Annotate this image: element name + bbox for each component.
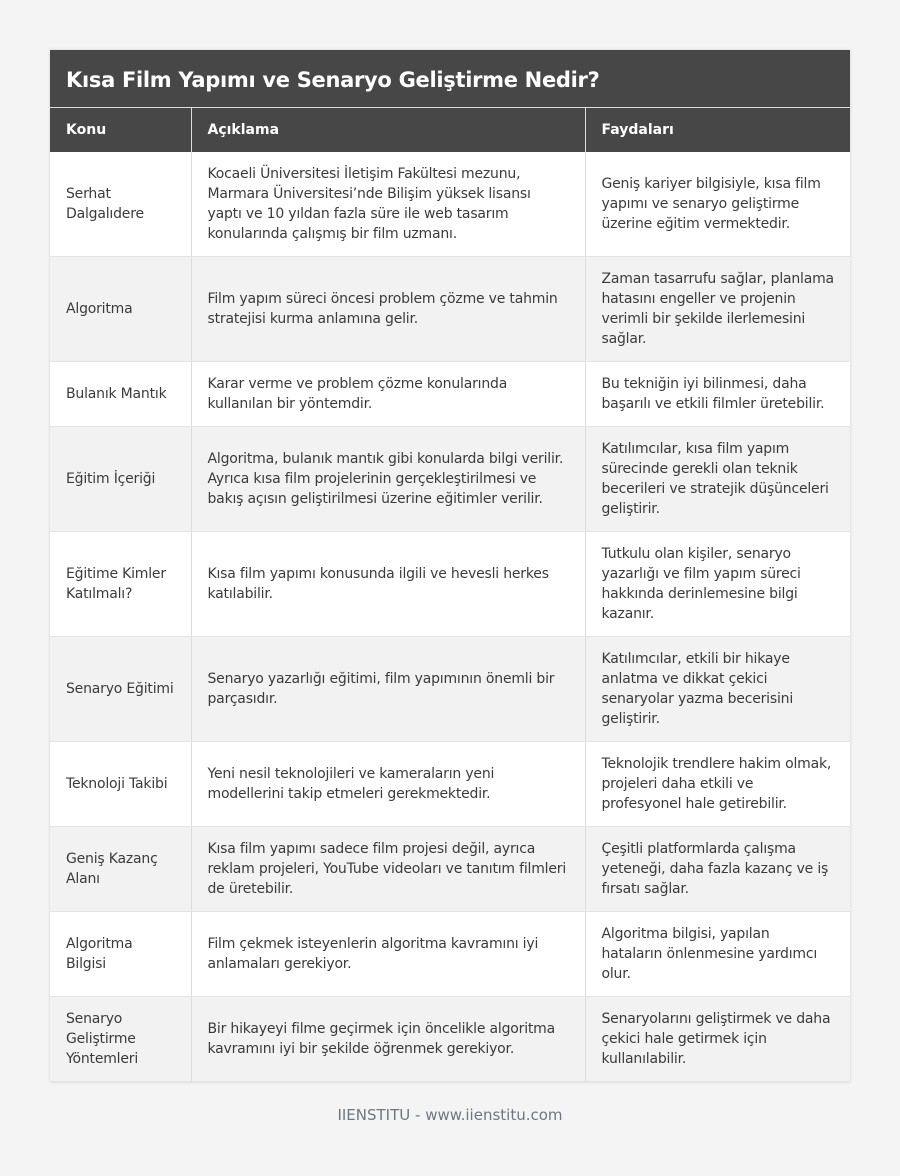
cell-faydalari: Senaryolarını geliştirmek ve daha çekici… [585, 996, 850, 1082]
footer-credit: IIENSTITU - www.iienstitu.com [337, 1106, 563, 1124]
table-row: Senaryo Geliştirme Yöntemleri Bir hikayey… [50, 996, 850, 1082]
table-title: Kısa Film Yapımı ve Senaryo Geliştirme N… [50, 50, 850, 108]
cell-aciklama: Algoritma, bulanık mantık gibi konularda… [191, 426, 586, 532]
cell-faydalari: Zaman tasarrufu sağlar, planlama hatasın… [585, 256, 850, 362]
table-row: Algoritma Film yapım süreci öncesi proble… [50, 256, 850, 362]
cell-konu: Algoritma [50, 256, 192, 362]
cell-konu: Senaryo Geliştirme Yöntemleri [50, 996, 192, 1082]
cell-aciklama: Bir hikayeyi filme geçirmek için öncelik… [191, 996, 586, 1082]
cell-konu: Eğitim İçeriği [50, 426, 192, 532]
cell-faydalari: Katılımcılar, kısa film yapım sürecinde … [585, 426, 850, 532]
cell-faydalari: Bu tekniğin iyi bilinmesi, daha başarılı… [585, 361, 850, 427]
info-table: Konu Açıklama Faydaları Serhat Dalgalıde… [50, 108, 850, 1082]
table-row: Serhat Dalgalıdere Kocaeli Üniversitesi İ… [50, 152, 850, 257]
table-row: Teknoloji Takibi Yeni nesil teknolojileri… [50, 741, 850, 827]
cell-konu: Geniş Kazanç Alanı [50, 826, 192, 912]
table-header-row: Konu Açıklama Faydaları [50, 108, 850, 152]
cell-konu: Serhat Dalgalıdere [50, 152, 192, 257]
table-row: Bulanık Mantık Karar verme ve problem çöz… [50, 361, 850, 427]
cell-aciklama: Yeni nesil teknolojileri ve kameraların … [191, 741, 586, 827]
cell-aciklama: Senaryo yazarlığı eğitimi, film yapımını… [191, 636, 586, 742]
cell-aciklama: Kocaeli Üniversitesi İletişim Fakültesi … [191, 152, 586, 257]
column-header-faydalari: Faydaları [585, 108, 850, 152]
table-row: Eğitim İçeriği Algoritma, bulanık mantık … [50, 426, 850, 532]
cell-konu: Senaryo Eğitimi [50, 636, 192, 742]
cell-aciklama: Kısa film yapımı sadece film projesi değ… [191, 826, 586, 912]
cell-faydalari: Geniş kariyer bilgisiyle, kısa film yapı… [585, 152, 850, 257]
cell-faydalari: Katılımcılar, etkili bir hikaye anlatma … [585, 636, 850, 742]
table-row: Senaryo Eğitimi Senaryo yazarlığı eğitimi… [50, 636, 850, 742]
column-header-aciklama: Açıklama [191, 108, 586, 152]
cell-aciklama: Kısa film yapımı konusunda ilgili ve hev… [191, 531, 586, 637]
cell-konu: Eğitime Kimler Katılmalı? [50, 531, 192, 637]
table-row: Algoritma Bilgisi Film çekmek isteyenleri… [50, 911, 850, 997]
cell-aciklama: Film çekmek isteyenlerin algoritma kavra… [191, 911, 586, 997]
cell-aciklama: Karar verme ve problem çözme konularında… [191, 361, 586, 427]
content-table-container: Kısa Film Yapımı ve Senaryo Geliştirme N… [50, 50, 850, 1082]
column-header-konu: Konu [50, 108, 192, 152]
cell-aciklama: Film yapım süreci öncesi problem çözme v… [191, 256, 586, 362]
table-row: Eğitime Kimler Katılmalı? Kısa film yapım… [50, 531, 850, 637]
table-row: Geniş Kazanç Alanı Kısa film yapımı sadec… [50, 826, 850, 912]
cell-konu: Teknoloji Takibi [50, 741, 192, 827]
cell-faydalari: Çeşitli platformlarda çalışma yeteneği, … [585, 826, 850, 912]
cell-konu: Bulanık Mantık [50, 361, 192, 427]
cell-faydalari: Tutkulu olan kişiler, senaryo yazarlığı … [585, 531, 850, 637]
cell-konu: Algoritma Bilgisi [50, 911, 192, 997]
cell-faydalari: Algoritma bilgisi, yapılan hataların önl… [585, 911, 850, 997]
cell-faydalari: Teknolojik trendlere hakim olmak, projel… [585, 741, 850, 827]
